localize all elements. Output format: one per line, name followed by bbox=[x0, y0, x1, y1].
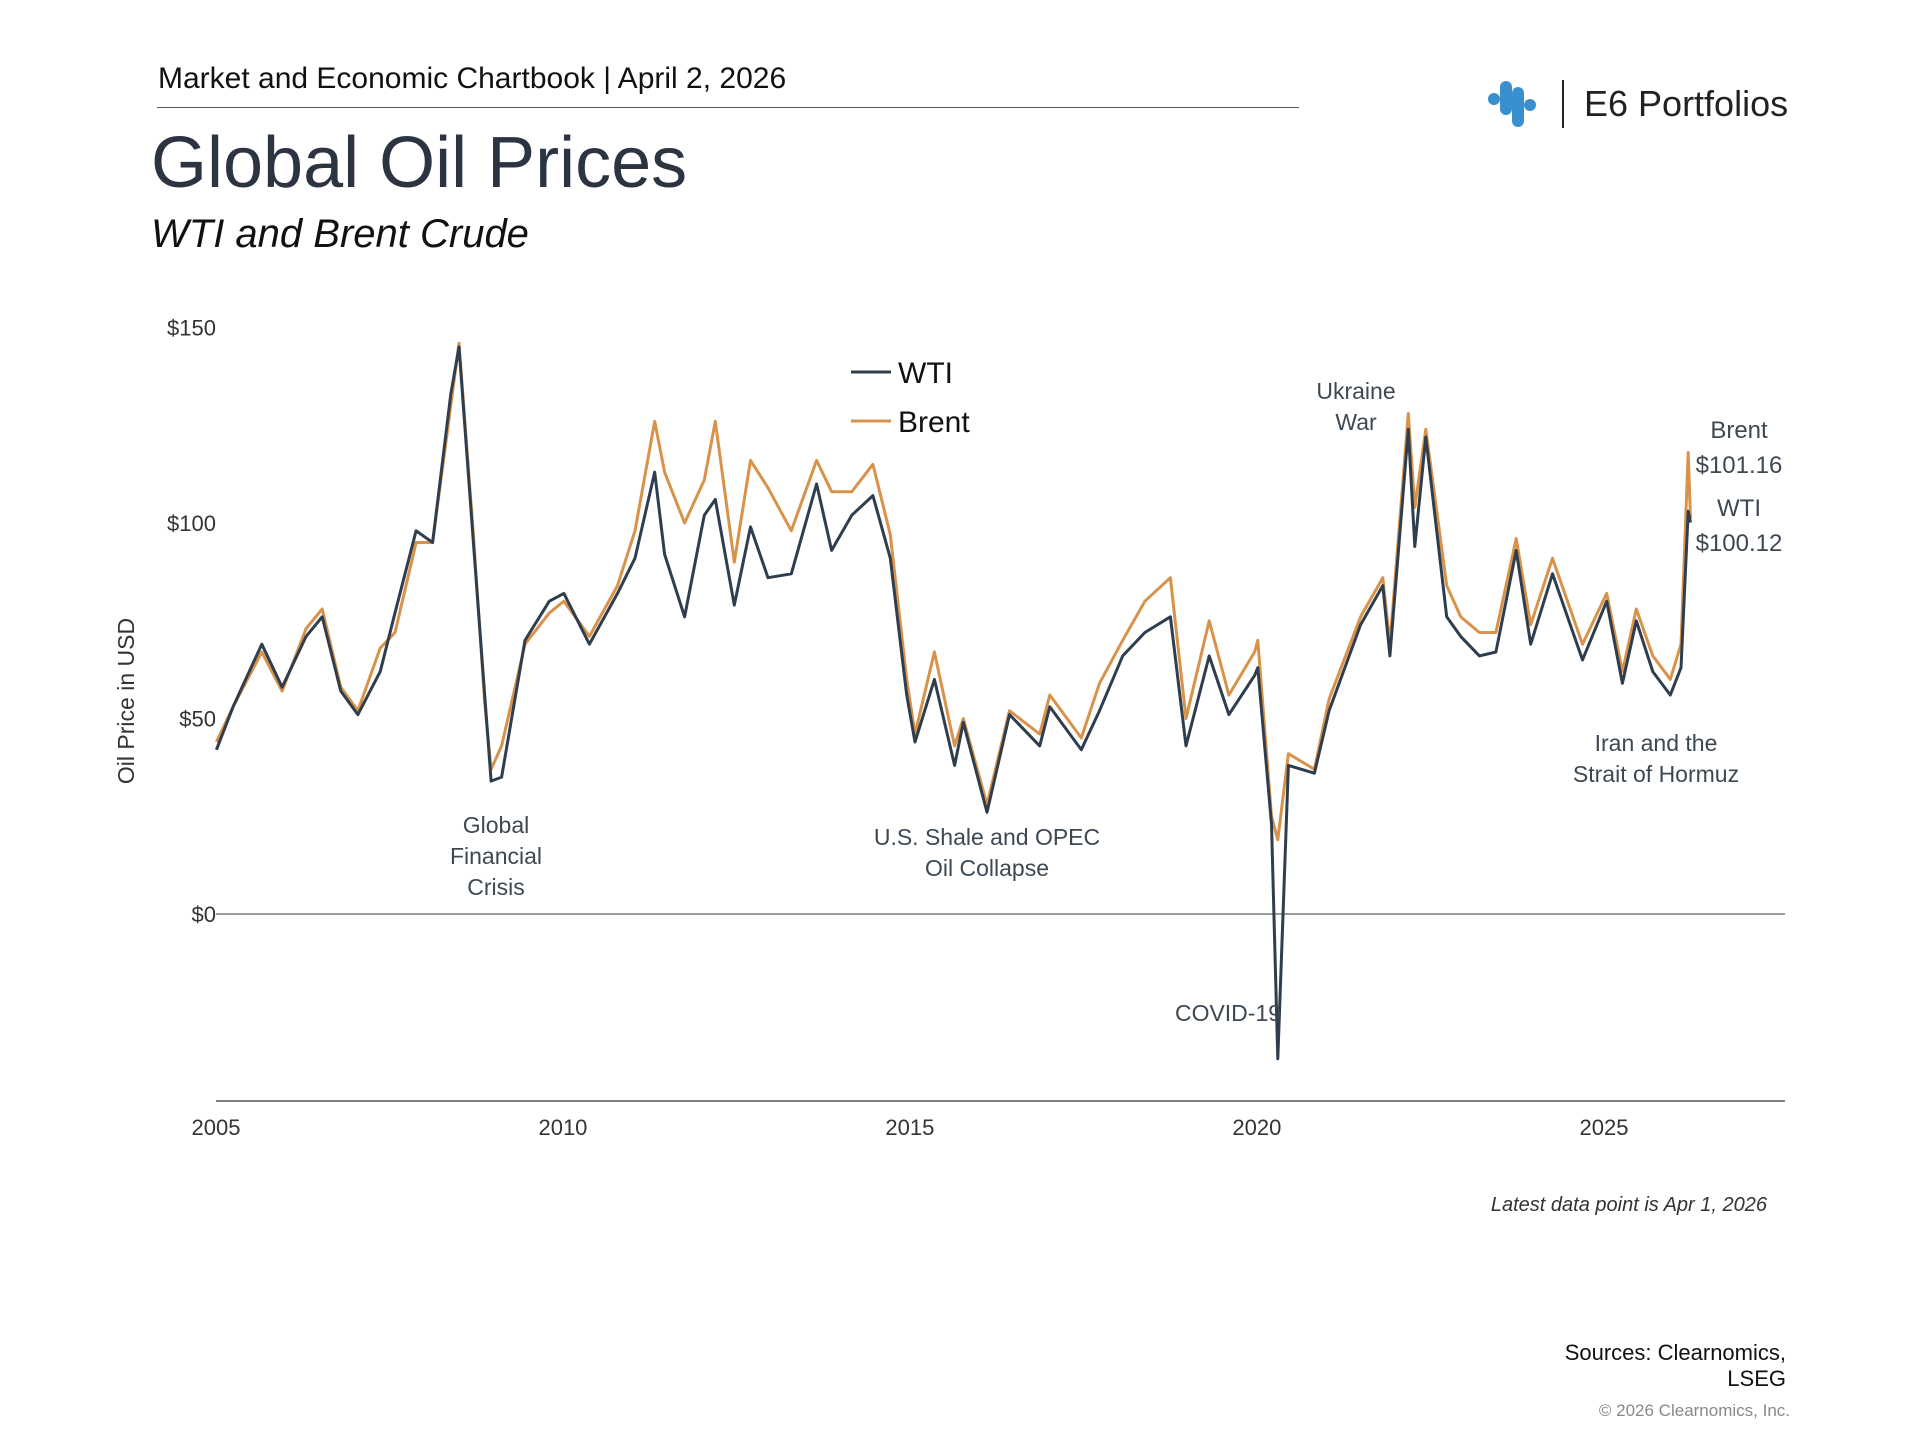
x-tick-label: 2015 bbox=[885, 1115, 934, 1140]
page-subtitle: WTI and Brent Crude bbox=[151, 212, 529, 256]
copyright: © 2026 Clearnomics, Inc. bbox=[1598, 1401, 1790, 1420]
sources-line-1: Sources: Clearnomics, bbox=[1564, 1340, 1786, 1365]
logo-text: E6 Portfolios bbox=[1584, 83, 1789, 124]
end-label-wti-value: $100.12 bbox=[1696, 530, 1783, 557]
logo-divider bbox=[1562, 80, 1564, 128]
end-label-brent-name: Brent bbox=[1710, 417, 1768, 444]
annotation-ukraine-2: War bbox=[1335, 409, 1377, 435]
legend: WTI Brent bbox=[851, 357, 970, 439]
annotation-shale-2: Oil Collapse bbox=[925, 855, 1049, 881]
legend-brent-label: Brent bbox=[898, 406, 970, 439]
header-divider bbox=[157, 107, 1299, 108]
company-logo: E6 Portfolios bbox=[1488, 80, 1788, 128]
y-tick-label: $0 bbox=[192, 902, 216, 927]
annotation-ukraine-1: Ukraine bbox=[1316, 378, 1395, 404]
end-label-wti-name: WTI bbox=[1717, 495, 1761, 522]
chartbook-header: Market and Economic Chartbook | April 2,… bbox=[158, 62, 787, 95]
y-tick-label: $100 bbox=[167, 511, 216, 536]
e6-dots-logo-icon bbox=[1488, 81, 1536, 127]
annotation-iran-1: Iran and the bbox=[1595, 730, 1718, 756]
sources: Sources: Clearnomics, LSEG bbox=[1565, 1340, 1786, 1392]
page-title: Global Oil Prices bbox=[151, 123, 688, 203]
legend-wti-label: WTI bbox=[898, 357, 953, 390]
x-tick-label: 2020 bbox=[1232, 1115, 1281, 1140]
y-tick-label: $150 bbox=[167, 316, 216, 341]
annotation-gfc-3: Crisis bbox=[467, 874, 525, 900]
annotation-shale-1: U.S. Shale and OPEC bbox=[874, 824, 1100, 850]
annotation-gfc-2: Financial bbox=[450, 843, 542, 869]
x-tick-label: 2005 bbox=[192, 1115, 241, 1140]
annotation-iran-2: Strait of Hormuz bbox=[1573, 761, 1739, 787]
y-axis-label: Oil Price in USD bbox=[113, 618, 139, 784]
annotation-covid: COVID-19 bbox=[1175, 1000, 1281, 1026]
x-tick-label: 2010 bbox=[538, 1115, 587, 1140]
series-line-wti bbox=[215, 345, 1692, 1061]
latest-data-note: Latest data point is Apr 1, 2026 bbox=[1490, 1194, 1767, 1216]
sources-line-2: LSEG bbox=[1727, 1366, 1786, 1391]
end-label-brent-value: $101.16 bbox=[1696, 452, 1783, 479]
y-tick-label: $50 bbox=[179, 707, 216, 732]
x-tick-label: 2025 bbox=[1580, 1115, 1629, 1140]
annotation-gfc-1: Global bbox=[463, 812, 529, 838]
